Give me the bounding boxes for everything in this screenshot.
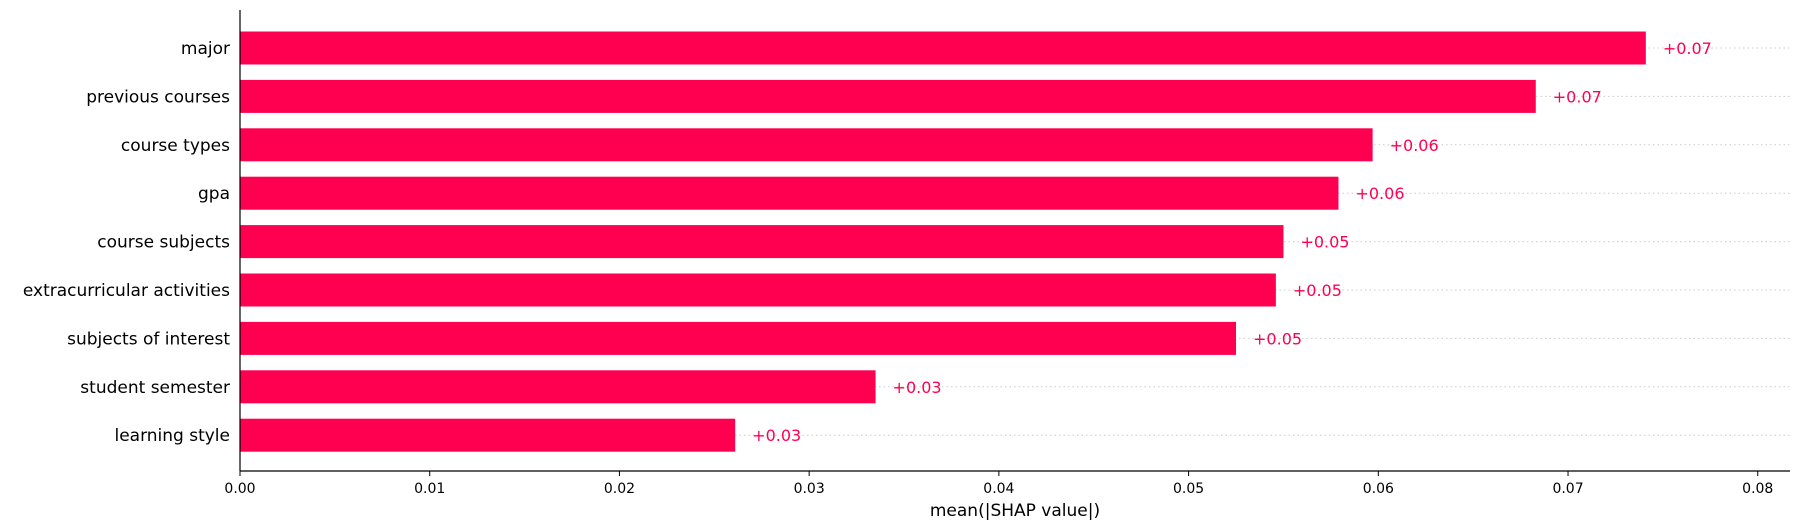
x-axis-ticks: 0.00 0.01 0.02 0.03 0.04 0.05 0.06 0.07 0.08	[224, 471, 1773, 497]
data-labels: +0.07 +0.07 +0.06 +0.06 +0.05 +0.05 +0.05 +0.03…	[752, 39, 1712, 445]
category-label: major	[181, 39, 230, 59]
bar	[240, 321, 1237, 355]
bar	[240, 370, 876, 404]
bar	[240, 273, 1276, 307]
bar	[240, 176, 1339, 210]
category-labels: major previous courses course types gpa cour…	[23, 39, 230, 446]
x-tick-label: 0.08	[1742, 481, 1773, 497]
bar-value-label: +0.05	[1253, 329, 1302, 348]
x-tick-label: 0.06	[1363, 481, 1394, 497]
bar-value-label: +0.07	[1553, 87, 1602, 106]
x-tick-label: 0.04	[983, 481, 1014, 497]
bar	[240, 128, 1373, 162]
category-label: learning style	[114, 426, 230, 446]
x-axis-title: mean(|SHAP value|)	[930, 501, 1100, 521]
category-label: student semester	[80, 378, 230, 398]
bar-value-label: +0.06	[1390, 136, 1439, 155]
category-label: course subjects	[97, 233, 230, 253]
bar-value-label: +0.05	[1300, 233, 1349, 252]
bar-value-label: +0.05	[1293, 281, 1342, 300]
bar	[240, 225, 1284, 259]
category-label: extracurricular activities	[23, 281, 230, 301]
x-tick-label: 0.07	[1552, 481, 1583, 497]
bar-value-label: +0.06	[1355, 184, 1404, 203]
x-tick-label: 0.00	[224, 481, 255, 497]
category-label: previous courses	[86, 87, 230, 107]
category-label: course types	[121, 136, 230, 156]
x-tick-label: 0.02	[604, 481, 635, 497]
x-tick-label: 0.05	[1173, 481, 1204, 497]
bar-value-label: +0.07	[1663, 39, 1712, 58]
bar-value-label: +0.03	[752, 426, 801, 445]
bar-value-label: +0.03	[893, 378, 942, 397]
x-tick-label: 0.01	[414, 481, 445, 497]
x-tick-label: 0.03	[794, 481, 825, 497]
category-label: subjects of interest	[67, 329, 230, 349]
bar	[240, 31, 1646, 65]
bar	[240, 418, 736, 452]
category-label: gpa	[198, 184, 230, 204]
bar	[240, 79, 1536, 113]
bars	[240, 31, 1646, 452]
